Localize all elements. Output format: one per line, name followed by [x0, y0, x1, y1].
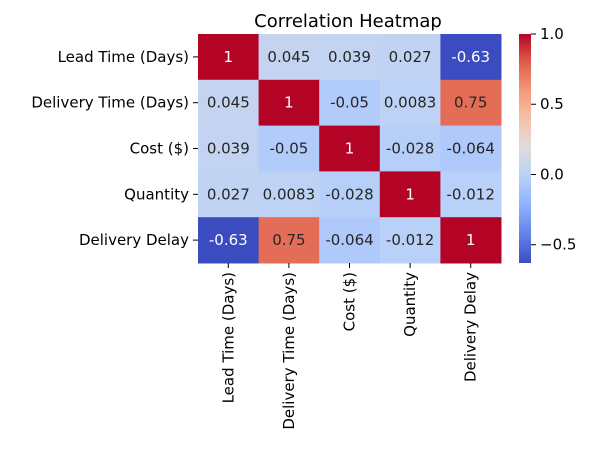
- cell-value-label: 0.0083: [384, 94, 437, 112]
- heatmap-cell: [198, 79, 260, 127]
- x-tick-label: Cost ($): [341, 272, 359, 331]
- cell-value-label: 1: [405, 185, 415, 203]
- colorbar: 1.0 0.5 0.0 −0.5: [519, 25, 576, 263]
- colorbar-tick-label: 0.5: [540, 95, 564, 113]
- heatmap-cell: [440, 171, 502, 218]
- heatmap-cell: [379, 79, 441, 127]
- cell-value-label: -0.63: [209, 231, 248, 249]
- cell-value-label: -0.064: [325, 231, 373, 249]
- colorbar-tick-label: 0.0: [540, 165, 564, 183]
- cell-value-label: 0.039: [328, 48, 371, 66]
- x-tick-label: Lead Time (Days): [219, 272, 237, 403]
- colorbar-gradient: [519, 34, 531, 263]
- heatmap-cell: [258, 125, 320, 172]
- cell-value-label: -0.05: [330, 94, 369, 112]
- heatmap-cell: [379, 171, 441, 218]
- cell-value-label: 1: [224, 48, 234, 66]
- cell-value-label: -0.012: [447, 185, 495, 203]
- colorbar-tick-label: 1.0: [540, 25, 564, 43]
- heatmap-cell: [440, 79, 502, 127]
- heatmap-cell: [319, 217, 381, 264]
- heatmap-cells: 1 0.045 0.039 0.027 -0.63 0.045 1 -0.05 0.0083 0.…: [198, 34, 502, 264]
- heatmap-cell: [440, 34, 502, 81]
- cell-value-label: -0.05: [269, 140, 308, 158]
- heatmap-cell: [198, 34, 260, 81]
- cell-value-label: 1: [284, 94, 294, 112]
- cell-value-label: 0.039: [207, 140, 250, 158]
- cell-value-label: 0.045: [207, 94, 250, 112]
- cell-value-label: 0.75: [272, 231, 305, 249]
- heatmap-cell: [440, 125, 502, 172]
- heatmap-cell: [319, 171, 381, 218]
- cell-value-label: 1: [345, 140, 355, 158]
- y-tick-label: Lead Time (Days): [58, 48, 189, 66]
- y-tick-label: Quantity: [124, 185, 189, 203]
- heatmap-cell: [198, 171, 260, 218]
- heatmap-cell: [379, 125, 441, 172]
- colorbar-tick-label: −0.5: [540, 236, 576, 254]
- cell-value-label: 0.045: [267, 48, 310, 66]
- heatmap-cell: [379, 217, 441, 264]
- x-tick-label: Delivery Time (Days): [280, 272, 298, 430]
- heatmap-cell: [198, 125, 260, 172]
- chart-title: Correlation Heatmap: [254, 11, 442, 32]
- cell-value-label: -0.064: [447, 140, 495, 158]
- y-tick-label: Delivery Delay: [79, 231, 189, 249]
- heatmap-cell: [319, 34, 381, 81]
- heatmap-cell: [258, 171, 320, 218]
- cell-value-label: -0.028: [386, 140, 434, 158]
- heatmap-cell: [198, 217, 260, 264]
- heatmap-cell: [258, 217, 320, 264]
- heatmap-cell: [319, 79, 381, 127]
- cell-value-label: 0.027: [207, 185, 250, 203]
- cell-value-label: 1: [466, 231, 476, 249]
- cell-value-label: 0.027: [389, 48, 432, 66]
- cell-value-label: 0.0083: [263, 185, 316, 203]
- cell-value-label: 0.75: [454, 94, 487, 112]
- cell-value-label: -0.63: [451, 48, 490, 66]
- x-tick-label: Quantity: [401, 272, 419, 337]
- x-tick-label: Delivery Delay: [462, 272, 480, 382]
- heatmap-cell: [258, 79, 320, 127]
- y-tick-label: Cost ($): [130, 140, 189, 158]
- cell-value-label: -0.028: [325, 185, 373, 203]
- heatmap-cell: [319, 125, 381, 172]
- heatmap-cell: [379, 34, 441, 81]
- y-tick-labels: Lead Time (Days) Delivery Time (Days) Cost…: [31, 48, 198, 249]
- heatmap-cell: [440, 217, 502, 264]
- y-tick-label: Delivery Time (Days): [31, 94, 189, 112]
- cell-value-label: -0.012: [386, 231, 434, 249]
- x-tick-labels: Lead Time (Days) Delivery Time (Days) Cost…: [219, 263, 480, 430]
- heatmap-cell: [258, 34, 320, 81]
